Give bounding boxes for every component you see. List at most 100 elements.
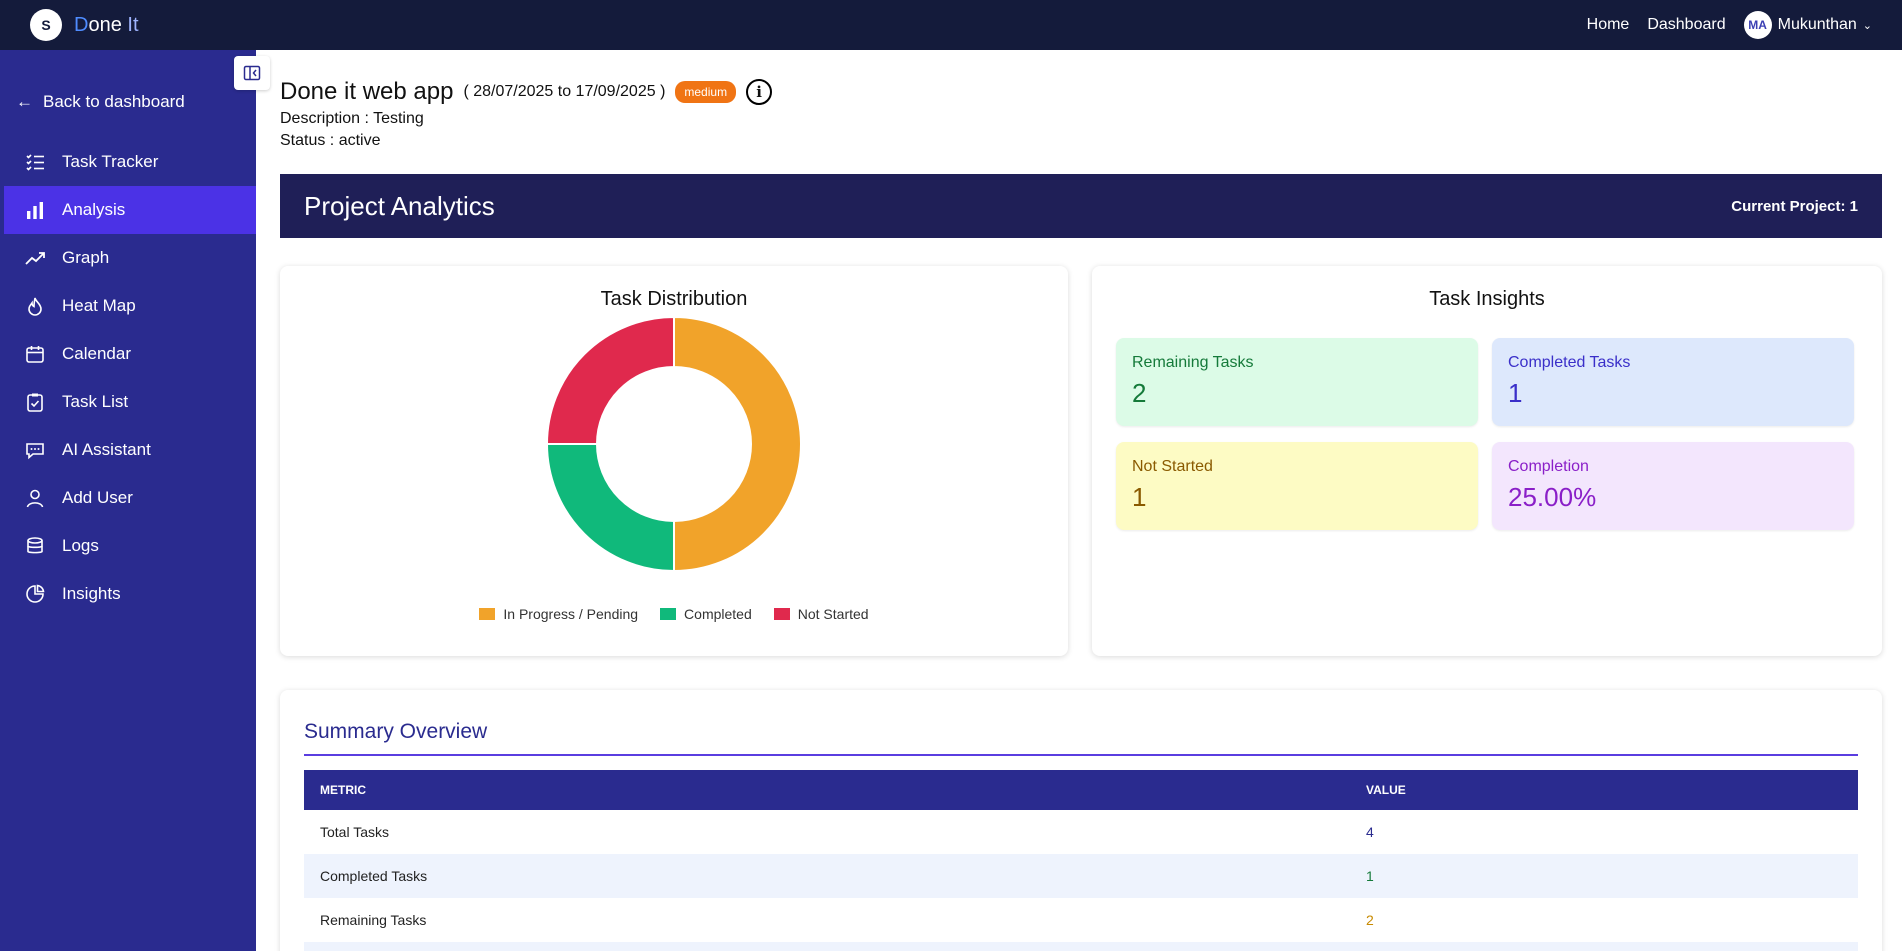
brand-name-last: It <box>127 13 139 36</box>
sidebar-item-calendar[interactable]: Calendar <box>4 330 256 378</box>
sidebar-item-label: Analysis <box>62 200 126 219</box>
sidebar: ← Back to dashboard Task Tracker Analysis… <box>0 50 256 951</box>
legend-label: In Progress / Pending <box>503 606 639 622</box>
legend-item-in-progress-pending[interactable]: In Progress / Pending <box>479 606 638 622</box>
donut-slice-in-progress-pending[interactable] <box>673 315 802 573</box>
legend-swatch <box>479 608 496 620</box>
task-insights-card: Task Insights Remaining Tasks 2 Completed … <box>1092 266 1882 656</box>
sidebar-item-label: Insights <box>62 584 121 603</box>
table-cell-filler <box>304 942 1350 951</box>
info-icon[interactable]: i <box>746 79 773 105</box>
sidebar-menu: Task Tracker Analysis Graph Heat Map Calenda… <box>0 138 256 618</box>
chevron-down-icon: ⌄ <box>1862 19 1872 32</box>
user-icon <box>24 487 46 509</box>
task-distribution-title: Task Distribution <box>600 288 748 310</box>
pie-icon <box>24 583 46 605</box>
value-cell: 4 <box>1366 824 1374 840</box>
legend-label: Not Started <box>797 606 869 622</box>
sidebar-item-task-tracker[interactable]: Task Tracker <box>4 138 256 186</box>
metric-header: METRIC <box>304 770 1350 810</box>
collapse-sidebar-button[interactable] <box>234 56 270 90</box>
back-to-dashboard-link[interactable]: ← Back to dashboard <box>16 92 185 112</box>
stat-value: 25.00% <box>1508 482 1597 512</box>
brand-name-middle: one <box>88 13 128 36</box>
sidebar-item-label: Add User <box>62 488 133 507</box>
value-cell: 1 <box>1350 854 1858 898</box>
stat-card-completion: Completion 25.00% <box>1492 442 1854 530</box>
brand[interactable]: S Done It <box>30 9 139 41</box>
stat-card-not-started: Not Started 1 <box>1116 442 1478 530</box>
sidebar-item-label: AI Assistant <box>62 440 151 459</box>
analytics-banner: Project Analytics Current Project: 1 <box>280 174 1882 238</box>
back-label: Back to dashboard <box>43 92 185 111</box>
value-header: VALUE <box>1350 770 1858 810</box>
sidebar-item-graph[interactable]: Graph <box>4 234 256 282</box>
sidebar-item-insights[interactable]: Insights <box>4 570 256 618</box>
project-status: Status : active <box>280 132 381 149</box>
legend-swatch <box>660 608 677 620</box>
stat-label: Completion <box>1508 458 1589 475</box>
legend-item-completed[interactable]: Completed <box>660 606 752 622</box>
stat-value: 1 <box>1508 378 1523 408</box>
summary-title: Summary Overview <box>304 720 488 743</box>
sidebar-item-label: Task List <box>62 392 129 411</box>
task-distribution-chart <box>545 315 802 573</box>
stat-card-remaining-tasks: Remaining Tasks 2 <box>1116 338 1478 426</box>
sidebar-collapse-icon <box>243 65 261 81</box>
sidebar-item-label: Heat Map <box>62 296 136 315</box>
nav-dashboard-link[interactable]: Dashboard <box>1647 16 1726 33</box>
stat-label: Remaining Tasks <box>1132 354 1254 371</box>
database-icon <box>24 535 46 557</box>
list-check-icon <box>24 151 46 173</box>
trend-line-icon <box>24 247 46 269</box>
top-navbar: S Done It Home Dashboard MA Mukunthan ⌄ <box>0 0 1902 50</box>
stat-label: Completed Tasks <box>1508 354 1631 371</box>
sidebar-item-ai-assistant[interactable]: AI Assistant <box>4 426 256 474</box>
calendar-icon <box>24 343 46 365</box>
project-description: Description : Testing <box>280 110 424 127</box>
current-project-label: Current Project: 1 <box>1731 197 1858 215</box>
legend-swatch <box>773 608 790 620</box>
sidebar-item-analysis[interactable]: Analysis <box>4 186 256 234</box>
metric-cell: Total Tasks <box>320 824 389 840</box>
main-content: Done it web app ( 28/07/2025 to 17/09/20… <box>256 50 1902 951</box>
brand-name-first: D <box>74 13 89 36</box>
legend-label: Completed <box>684 606 752 622</box>
sidebar-item-logs[interactable]: Logs <box>4 522 256 570</box>
top-nav: Home Dashboard MA Mukunthan ⌄ <box>1587 11 1872 39</box>
summary-table: METRIC VALUE Total Tasks 4 Completed Tasks… <box>304 770 1858 951</box>
legend-item-not-started[interactable]: Not Started <box>773 606 869 622</box>
table-row: Remaining Tasks 2 <box>304 898 1858 942</box>
user-menu[interactable]: MA Mukunthan ⌄ <box>1743 11 1872 39</box>
donut-slice-completed[interactable] <box>545 443 675 573</box>
table-cell-filler <box>1350 942 1858 951</box>
sidebar-item-task-list[interactable]: Task List <box>4 378 256 426</box>
clipboard-check-icon <box>24 391 46 413</box>
chart-legend: In Progress / Pending Completed Not Starte… <box>280 606 1068 622</box>
task-insights-title: Task Insights <box>1429 288 1545 310</box>
brand-logo: S <box>30 9 62 41</box>
task-distribution-card: Task Distribution In Progress / Pending C… <box>280 266 1068 656</box>
nav-home-link[interactable]: Home <box>1586 16 1630 33</box>
summary-card: Summary Overview METRIC VALUE Total Task… <box>280 690 1882 951</box>
table-header-row: METRIC VALUE <box>304 770 1858 810</box>
stat-value: 1 <box>1132 482 1147 512</box>
sidebar-item-label: Logs <box>62 536 99 555</box>
donut-slice-not-started[interactable] <box>545 315 675 445</box>
avatar: MA <box>1743 11 1772 39</box>
sidebar-item-heat-map[interactable]: Heat Map <box>4 282 256 330</box>
project-title: Done it web app <box>280 78 454 105</box>
priority-badge: medium <box>675 81 737 103</box>
banner-title: Project Analytics <box>304 190 495 221</box>
table-row: Completed Tasks 1 <box>304 854 1858 898</box>
stat-label: Not Started <box>1132 458 1213 475</box>
arrow-left-icon: ← <box>16 92 33 111</box>
sidebar-item-label: Calendar <box>62 344 131 363</box>
bar-chart-icon <box>24 199 46 221</box>
table-row: Total Tasks 4 <box>304 810 1858 854</box>
summary-divider <box>304 754 1858 756</box>
sidebar-item-add-user[interactable]: Add User <box>4 474 256 522</box>
flame-icon <box>24 295 46 317</box>
chat-icon <box>24 439 46 461</box>
value-cell: 2 <box>1366 912 1374 928</box>
